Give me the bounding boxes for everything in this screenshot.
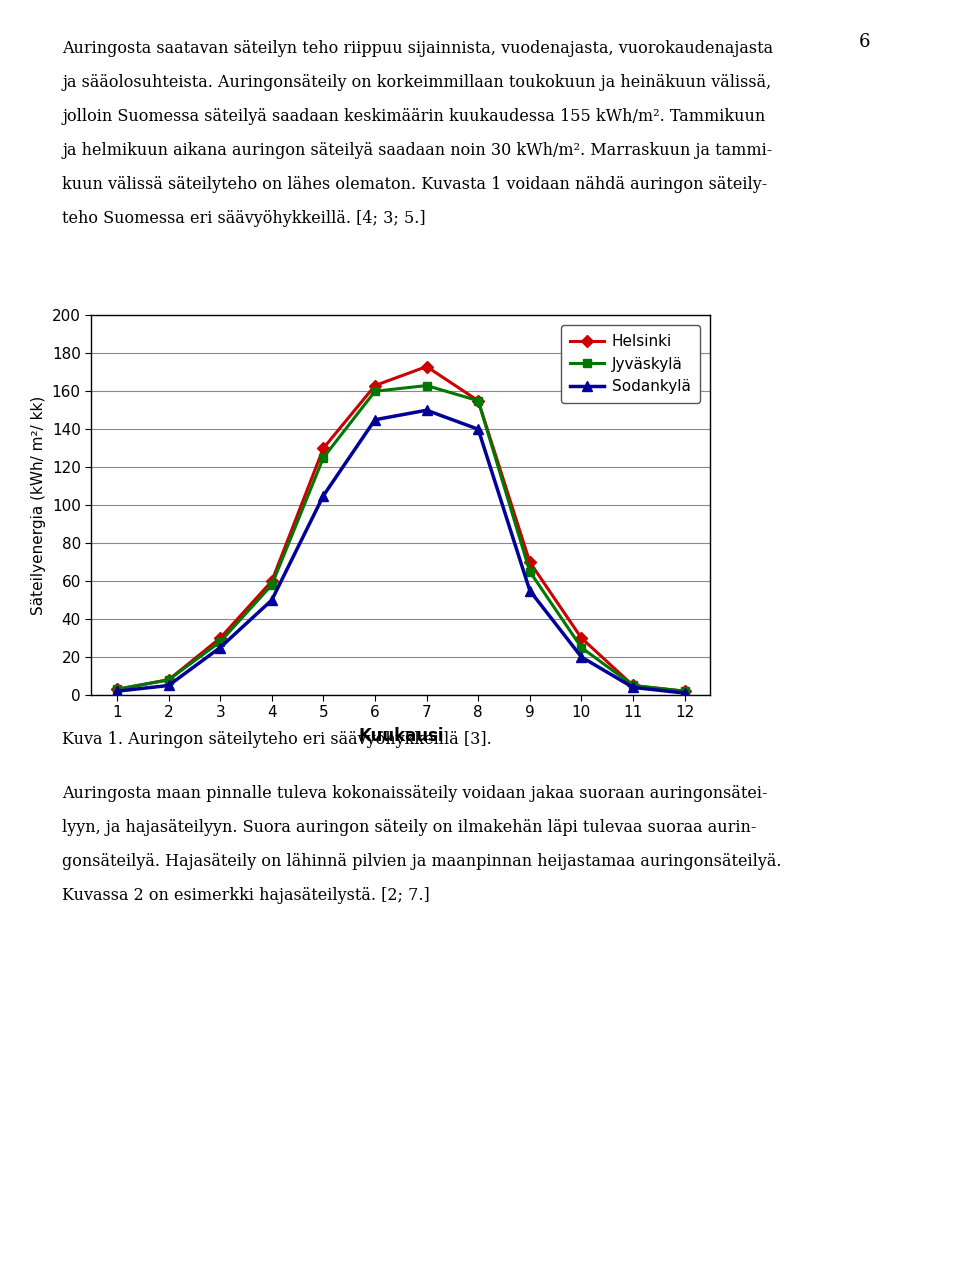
Jyväskylä xyxy=(163,672,175,687)
Text: Kuva 1. Auringon säteilyteho eri säävyöhykkeillä [3].: Kuva 1. Auringon säteilyteho eri säävyöh… xyxy=(62,731,492,748)
Helsinki xyxy=(576,631,588,646)
Sodankylä xyxy=(318,488,329,503)
Text: ja helmikuun aikana auringon säteilyä saadaan noin 30 kWh/m². Marraskuun ja tamm: ja helmikuun aikana auringon säteilyä sa… xyxy=(62,143,773,160)
Jyväskylä xyxy=(679,683,690,699)
Line: Jyväskylä: Jyväskylä xyxy=(113,381,688,695)
Jyväskylä xyxy=(627,678,638,694)
Jyväskylä xyxy=(370,384,381,399)
Jyväskylä xyxy=(266,577,277,592)
Helsinki xyxy=(627,678,638,694)
Y-axis label: Säteilyenergia (kWh/ m²/ kk): Säteilyenergia (kWh/ m²/ kk) xyxy=(32,395,46,615)
Helsinki xyxy=(524,555,536,570)
Sodankylä xyxy=(266,592,277,607)
Text: Kuvassa 2 on esimerkki hajasäteilystä. [2; 7.]: Kuvassa 2 on esimerkki hajasäteilystä. [… xyxy=(62,888,430,905)
Jyväskylä xyxy=(318,450,329,466)
Line: Sodankylä: Sodankylä xyxy=(112,405,689,698)
Jyväskylä xyxy=(214,634,226,650)
Text: 6: 6 xyxy=(859,33,871,51)
Text: Auringosta saatavan säteilyn teho riippuu sijainnista, vuodenajasta, vuorokauden: Auringosta saatavan säteilyn teho riippu… xyxy=(62,40,774,57)
Helsinki xyxy=(679,683,690,699)
Text: jolloin Suomessa säteilyä saadaan keskimäärin kuukaudessa 155 kWh/m². Tammikuun: jolloin Suomessa säteilyä saadaan keskim… xyxy=(62,108,766,125)
Sodankylä xyxy=(627,680,638,695)
Text: teho Suomessa eri säävyöhykkeillä. [4; 3; 5.]: teho Suomessa eri säävyöhykkeillä. [4; 3… xyxy=(62,211,426,228)
Sodankylä xyxy=(472,422,484,438)
X-axis label: Kuukausi: Kuukausi xyxy=(358,727,444,745)
Text: Auringosta maan pinnalle tuleva kokonaissäteily voidaan jakaa suoraan auringonsä: Auringosta maan pinnalle tuleva kokonais… xyxy=(62,785,768,802)
Jyväskylä xyxy=(472,393,484,408)
Helsinki xyxy=(266,574,277,589)
Helsinki xyxy=(163,672,175,687)
Sodankylä xyxy=(576,650,588,665)
Sodankylä xyxy=(214,640,226,655)
Legend: Helsinki, Jyväskylä, Sodankylä: Helsinki, Jyväskylä, Sodankylä xyxy=(562,324,700,403)
Sodankylä xyxy=(370,412,381,427)
Helsinki xyxy=(472,393,484,408)
Sodankylä xyxy=(163,678,175,694)
Text: lyyn, ja hajasäteilyyn. Suora auringon säteily on ilmakehän läpi tulevaa suoraa : lyyn, ja hajasäteilyyn. Suora auringon s… xyxy=(62,820,756,837)
Text: gonsäteilyä. Hajasäteily on lähinnä pilvien ja maanpinnan heijastamaa auringonsä: gonsäteilyä. Hajasäteily on lähinnä pilv… xyxy=(62,853,781,870)
Sodankylä xyxy=(679,686,690,701)
Jyväskylä xyxy=(524,564,536,579)
Helsinki xyxy=(214,631,226,646)
Jyväskylä xyxy=(420,378,432,394)
Sodankylä xyxy=(111,683,123,699)
Sodankylä xyxy=(420,403,432,418)
Text: ja sääolosuhteista. Auringonsäteily on korkeimmillaan toukokuun ja heinäkuun väl: ja sääolosuhteista. Auringonsäteily on k… xyxy=(62,73,772,91)
Jyväskylä xyxy=(111,682,123,698)
Helsinki xyxy=(111,682,123,698)
Helsinki xyxy=(370,378,381,394)
Helsinki xyxy=(420,359,432,375)
Line: Helsinki: Helsinki xyxy=(113,363,688,695)
Sodankylä xyxy=(524,583,536,598)
Text: kuun välissä säteilyteho on lähes olematon. Kuvasta 1 voidaan nähdä auringon sät: kuun välissä säteilyteho on lähes olemat… xyxy=(62,176,768,193)
Helsinki xyxy=(318,440,329,456)
Jyväskylä xyxy=(576,640,588,655)
